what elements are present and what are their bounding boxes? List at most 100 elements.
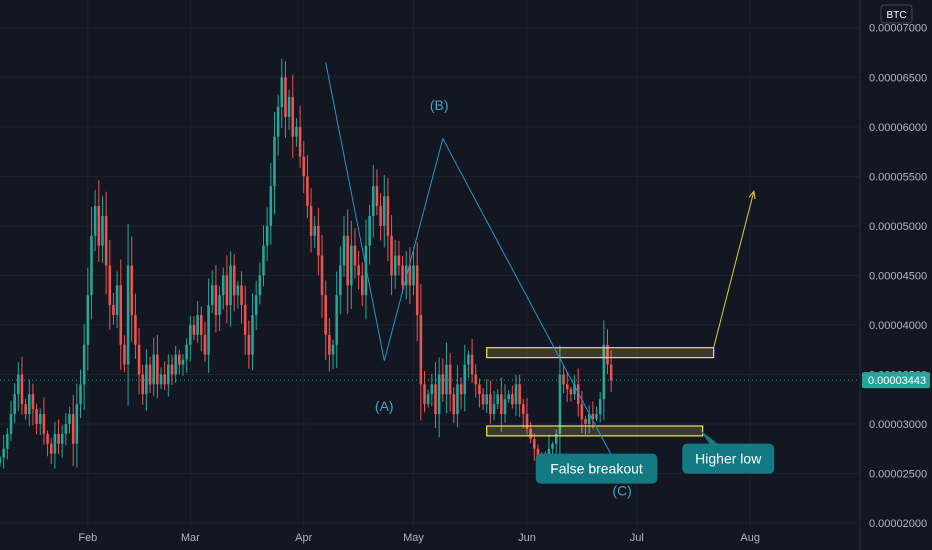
candle-body[interactable] — [467, 354, 470, 365]
candle-body[interactable] — [492, 404, 496, 415]
candle-body[interactable] — [551, 443, 554, 449]
support-zone[interactable] — [486, 425, 704, 437]
candle-body[interactable] — [86, 295, 90, 345]
candle-body[interactable] — [470, 354, 474, 375]
candle-body[interactable] — [178, 354, 181, 365]
candle-body[interactable] — [434, 384, 437, 415]
candle-body[interactable] — [606, 344, 609, 365]
candle-body[interactable] — [481, 394, 485, 405]
candle-body[interactable] — [258, 275, 262, 296]
candle-body[interactable] — [46, 433, 49, 444]
candle-body[interactable] — [426, 394, 430, 405]
candle-body[interactable] — [313, 225, 317, 236]
candle-body[interactable] — [328, 334, 331, 355]
candle-body[interactable] — [115, 285, 119, 316]
candle-body[interactable] — [137, 344, 141, 375]
candle-body[interactable] — [375, 186, 379, 207]
candle-body[interactable] — [587, 414, 591, 424]
candle-body[interactable] — [317, 225, 320, 256]
candle-body[interactable] — [448, 364, 452, 395]
candle-body[interactable] — [452, 394, 456, 415]
candle-body[interactable] — [485, 394, 489, 405]
candle-body[interactable] — [401, 265, 404, 286]
candle-body[interactable] — [57, 433, 60, 444]
candle-body[interactable] — [97, 206, 101, 246]
candle-body[interactable] — [218, 295, 221, 316]
candle-body[interactable] — [163, 374, 166, 385]
resistance-zone[interactable] — [486, 347, 715, 359]
candle-body[interactable] — [339, 265, 342, 296]
candle-body[interactable] — [518, 384, 521, 405]
candle-body[interactable] — [309, 206, 313, 236]
candle-body[interactable] — [331, 344, 335, 355]
currency-badge[interactable]: BTC — [880, 4, 913, 24]
candle-body[interactable] — [386, 196, 390, 236]
candle-body[interactable] — [569, 389, 573, 395]
candle-body[interactable] — [210, 285, 214, 306]
candle-body[interactable] — [13, 394, 16, 415]
candle-body[interactable] — [35, 409, 38, 424]
candle-body[interactable] — [437, 374, 441, 415]
candle-body[interactable] — [287, 97, 291, 117]
candle-body[interactable] — [350, 245, 353, 286]
candle-body[interactable] — [112, 305, 115, 316]
candle-body[interactable] — [529, 428, 532, 439]
candle-body[interactable] — [342, 235, 346, 266]
candle-body[interactable] — [75, 404, 79, 444]
candle-body[interactable] — [335, 295, 338, 345]
candle-body[interactable] — [415, 265, 419, 316]
candle-body[interactable] — [31, 394, 35, 410]
candle-body[interactable] — [225, 275, 229, 306]
candle-body[interactable] — [536, 448, 540, 459]
candle-body[interactable] — [273, 136, 276, 187]
candle-body[interactable] — [609, 364, 613, 381]
candle-body[interactable] — [496, 394, 499, 405]
candle-body[interactable] — [221, 275, 225, 296]
candle-body[interactable] — [533, 438, 536, 449]
candle-body[interactable] — [247, 334, 251, 355]
time-axis[interactable]: Feb Mar Apr May Jun Jul Aug — [78, 532, 760, 544]
candle-body[interactable] — [214, 285, 218, 316]
candle-body[interactable] — [6, 433, 9, 449]
candle-body[interactable] — [404, 265, 408, 286]
candle-body[interactable] — [141, 374, 145, 395]
candle-body[interactable] — [456, 384, 459, 415]
candle-body[interactable] — [295, 126, 298, 137]
candle-body[interactable] — [280, 77, 284, 107]
candle-body[interactable] — [474, 374, 478, 385]
candle-body[interactable] — [134, 315, 137, 345]
candle-body[interactable] — [320, 255, 324, 296]
candle-body[interactable] — [79, 384, 82, 405]
candle-body[interactable] — [565, 384, 569, 390]
candle-body[interactable] — [60, 433, 64, 444]
candle-body[interactable] — [357, 265, 360, 276]
candle-body[interactable] — [562, 374, 565, 385]
candle-body[interactable] — [156, 354, 159, 385]
candle-body[interactable] — [68, 414, 71, 424]
candle-body[interactable] — [379, 206, 382, 226]
candle-body[interactable] — [441, 374, 445, 395]
candle-body[interactable] — [265, 225, 269, 246]
candle-body[interactable] — [232, 265, 236, 296]
candle-body[interactable] — [82, 344, 86, 385]
candle-body[interactable] — [324, 295, 327, 335]
candle-body[interactable] — [130, 265, 134, 316]
candle-body[interactable] — [104, 215, 108, 266]
candle-body[interactable] — [291, 97, 295, 137]
higher-low-callout[interactable]: Higher low — [682, 428, 775, 474]
candle-body[interactable] — [393, 255, 397, 276]
candle-body[interactable] — [152, 354, 155, 385]
drawing-overlays[interactable]: (A) (B) (C) False breakout Higher low — [325, 62, 775, 498]
candle-body[interactable] — [229, 265, 232, 306]
candle-body[interactable] — [514, 384, 518, 405]
candle-body[interactable] — [525, 414, 529, 429]
candle-body[interactable] — [20, 374, 24, 405]
candle-body[interactable] — [412, 265, 415, 286]
candle-body[interactable] — [101, 215, 104, 246]
candle-body[interactable] — [159, 374, 163, 385]
candle-body[interactable] — [478, 384, 481, 395]
candle-body[interactable] — [243, 305, 247, 335]
candle-body[interactable] — [108, 265, 112, 306]
candle-body[interactable] — [49, 443, 53, 454]
